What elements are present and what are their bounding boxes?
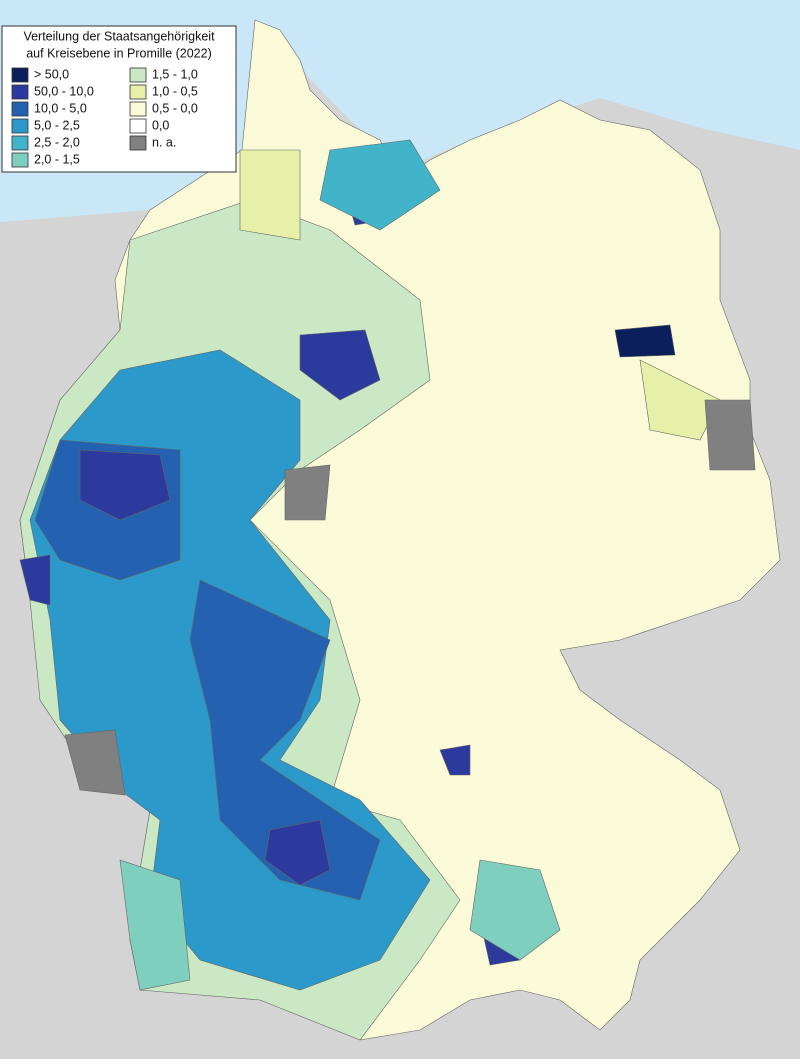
legend-swatch bbox=[129, 135, 147, 151]
region bbox=[319, 139, 441, 231]
legend-swatch bbox=[129, 101, 147, 117]
region bbox=[469, 859, 561, 961]
legend-label: 0,5 - 0,0 bbox=[152, 101, 198, 115]
legend-swatch bbox=[11, 67, 29, 83]
region bbox=[19, 554, 51, 606]
legend-swatch bbox=[129, 84, 147, 100]
legend-swatch bbox=[11, 101, 29, 117]
legend-box bbox=[1, 25, 237, 173]
legend-swatch bbox=[129, 67, 147, 83]
legend-swatch bbox=[11, 135, 29, 151]
legend-swatch bbox=[11, 152, 29, 168]
region bbox=[639, 359, 721, 441]
regions bbox=[19, 139, 756, 1041]
legend-label: 50,0 - 10,0 bbox=[34, 84, 94, 98]
region bbox=[299, 329, 381, 401]
region bbox=[284, 464, 331, 521]
legend-swatch bbox=[11, 84, 29, 100]
region bbox=[239, 149, 301, 241]
region bbox=[79, 449, 171, 521]
legend-label: 1,0 - 0,5 bbox=[152, 84, 198, 98]
legend-title: auf Kreisebene in Promille (2022) bbox=[26, 46, 212, 60]
region bbox=[264, 819, 331, 886]
legend-title: Verteilung der Staatsangehörigkeit bbox=[23, 29, 215, 43]
legend-label: 2,5 - 2,0 bbox=[34, 135, 80, 149]
region bbox=[614, 324, 676, 358]
region bbox=[64, 729, 126, 796]
legend-label: n. a. bbox=[152, 135, 176, 149]
region bbox=[119, 859, 191, 991]
legend-label: 0,0 bbox=[152, 118, 169, 132]
legend-label: > 50,0 bbox=[34, 67, 69, 81]
region bbox=[704, 399, 756, 471]
legend-swatch bbox=[129, 118, 147, 134]
legend-label: 2,0 - 1,5 bbox=[34, 152, 80, 166]
legend-label: 5,0 - 2,5 bbox=[34, 118, 80, 132]
legend-label: 10,0 - 5,0 bbox=[34, 101, 87, 115]
region bbox=[189, 579, 381, 901]
legend-label: 1,5 - 1,0 bbox=[152, 67, 198, 81]
legend-swatch bbox=[11, 118, 29, 134]
region bbox=[439, 744, 471, 776]
